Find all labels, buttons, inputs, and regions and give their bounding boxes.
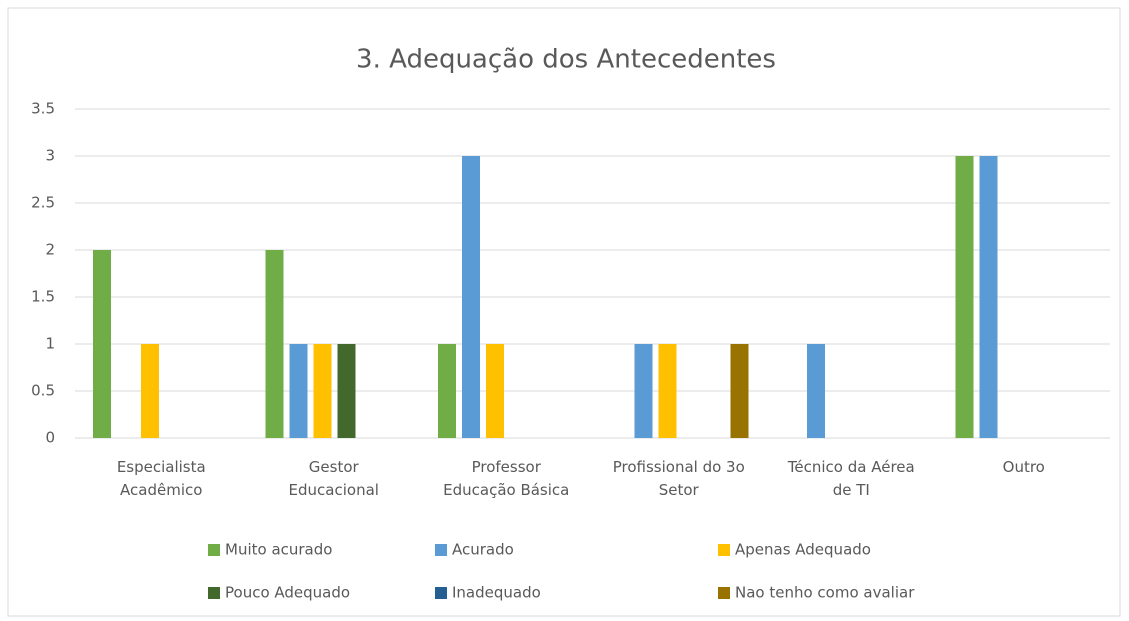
- y-tick-label: 1: [45, 335, 55, 353]
- legend-swatch: [208, 587, 220, 599]
- x-tick-label: Técnico da Aérea de TI: [787, 458, 915, 499]
- y-tick-label: 2.5: [31, 194, 55, 212]
- x-tick-label: Especialista Acadêmico: [116, 458, 206, 499]
- bar: [265, 250, 284, 438]
- bar: [289, 344, 308, 438]
- legend-swatch: [718, 587, 730, 599]
- legend-label: Pouco Adequado: [225, 584, 350, 602]
- legend-label: Acurado: [452, 541, 514, 559]
- chart-border: [7, 7, 1121, 617]
- y-tick-label: 3.5: [31, 100, 55, 118]
- y-tick-label: 2: [45, 241, 55, 259]
- bar: [658, 344, 677, 438]
- legend-swatch: [435, 544, 447, 556]
- bar: [462, 156, 480, 438]
- bar: [438, 344, 456, 438]
- chart-title: 3. Adequação dos Antecedentes: [356, 45, 776, 75]
- bar: [486, 344, 504, 438]
- legend-label: Apenas Adequado: [735, 541, 871, 559]
- bar: [979, 156, 998, 438]
- legend-swatch: [208, 544, 220, 556]
- y-tick-label: 0: [45, 429, 55, 447]
- bar: [730, 344, 749, 438]
- x-tick-label: Outro: [1002, 458, 1045, 476]
- legend-swatch: [435, 587, 447, 599]
- x-tick-label: Profissional do 3o Setor: [612, 458, 745, 499]
- bar: [955, 156, 974, 438]
- bar: [141, 344, 159, 438]
- bar: [634, 344, 653, 438]
- bar: [313, 344, 332, 438]
- legend-label: Muito acurado: [225, 541, 332, 559]
- y-tick-label: 3: [45, 147, 55, 165]
- y-tick-label: 1.5: [31, 288, 55, 306]
- x-tick-label: Gestor Educacional: [288, 458, 379, 499]
- bar: [807, 344, 825, 438]
- legend-label: Inadequado: [452, 584, 541, 602]
- y-tick-label: 0.5: [31, 382, 55, 400]
- legend-swatch: [718, 544, 730, 556]
- legend-label: Nao tenho como avaliar: [735, 584, 915, 602]
- x-tick-label: Professor Educação Básica: [443, 458, 570, 499]
- bar: [337, 344, 356, 438]
- bar: [93, 250, 111, 438]
